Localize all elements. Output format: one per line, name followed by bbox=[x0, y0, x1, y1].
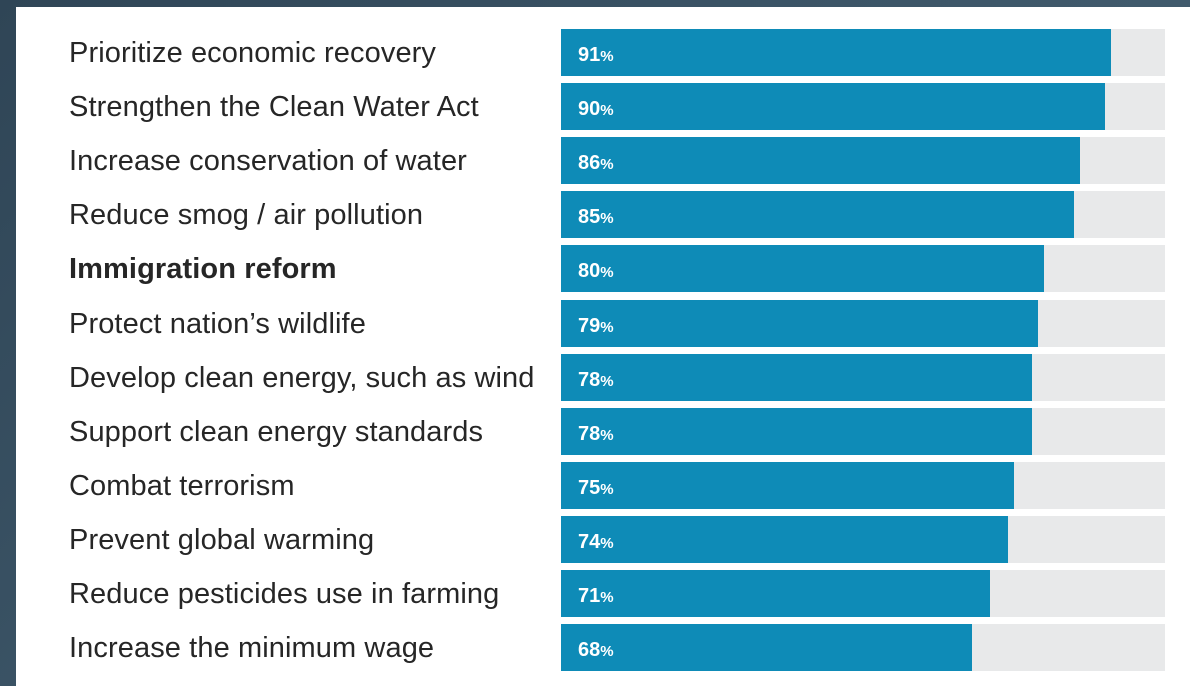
data-label-value: 90 bbox=[578, 98, 601, 121]
category-label: Strengthen the Clean Water Act bbox=[69, 91, 479, 124]
data-label: 68% bbox=[578, 624, 614, 671]
bar-track: 91% bbox=[561, 29, 1165, 76]
data-label-unit: % bbox=[600, 372, 614, 390]
category-label: Reduce smog / air pollution bbox=[69, 199, 424, 232]
bar-row: Strengthen the Clean Water Act 90% bbox=[16, 83, 1190, 131]
data-label-value: 71 bbox=[578, 585, 601, 607]
category-label: Increase conservation of water bbox=[69, 145, 467, 178]
data-label: 78% bbox=[578, 354, 614, 401]
data-label-unit: % bbox=[600, 589, 614, 606]
data-label-value: 80 bbox=[578, 260, 601, 283]
data-label-value: 78 bbox=[578, 368, 601, 391]
bar: 90% bbox=[561, 83, 1105, 131]
bar-track: 75% bbox=[561, 461, 1165, 509]
data-label-unit: % bbox=[600, 643, 614, 661]
bar-track: 78% bbox=[561, 407, 1165, 455]
data-label-unit: % bbox=[600, 480, 614, 498]
data-label: 91% bbox=[578, 29, 614, 76]
bar-row: Support clean energy standards 78% bbox=[16, 407, 1190, 456]
bar-track: 90% bbox=[561, 83, 1165, 131]
category-label: Prevent global warming bbox=[69, 523, 375, 556]
chart-panel: Prioritize economic recovery 91% Strengthe… bbox=[16, 7, 1190, 686]
bar: 68% bbox=[561, 624, 972, 672]
data-label-unit: % bbox=[600, 102, 614, 120]
bar-row: Increase the minimum wage 68% bbox=[16, 624, 1190, 672]
bar-row: Increase conservation of water 86% bbox=[16, 137, 1190, 185]
bar-row: Reduce pesticides use in farming 71% bbox=[16, 570, 1190, 618]
bar-row: Immigration reform 80% bbox=[16, 245, 1190, 293]
data-label-value: 91 bbox=[578, 44, 601, 66]
data-label-value: 75 bbox=[578, 476, 601, 499]
bar-track: 85% bbox=[561, 191, 1165, 239]
data-label-value: 74 bbox=[578, 530, 601, 553]
data-label-value: 79 bbox=[578, 314, 601, 337]
data-label: 80% bbox=[578, 245, 614, 292]
bar-track: 71% bbox=[561, 570, 1165, 617]
data-label-unit: % bbox=[600, 210, 614, 228]
data-label-unit: % bbox=[600, 156, 614, 174]
data-label-unit: % bbox=[600, 426, 614, 444]
bar: 75% bbox=[561, 461, 1014, 509]
bar-row: Prioritize economic recovery 91% bbox=[16, 29, 1190, 77]
category-label: Increase the minimum wage bbox=[69, 632, 435, 665]
bar: 78% bbox=[561, 407, 1033, 455]
bar: 74% bbox=[561, 515, 1008, 563]
bar-row: Combat terrorism 75% bbox=[16, 461, 1190, 510]
bar-track: 86% bbox=[561, 137, 1165, 185]
data-label-unit: % bbox=[600, 48, 614, 65]
data-label: 85% bbox=[578, 191, 614, 238]
bar-row: Protect nation’s wildlife 79% bbox=[16, 299, 1190, 348]
data-label-value: 68 bbox=[578, 639, 601, 662]
data-label: 78% bbox=[578, 408, 614, 455]
category-label: Reduce pesticides use in farming bbox=[69, 578, 500, 610]
bar: 85% bbox=[561, 191, 1075, 239]
data-label-value: 85 bbox=[578, 206, 601, 229]
data-label: 74% bbox=[578, 516, 614, 563]
category-label: Combat terrorism bbox=[69, 469, 295, 502]
data-label: 75% bbox=[578, 462, 614, 509]
bar: 78% bbox=[561, 353, 1033, 401]
bar-track: 80% bbox=[561, 245, 1165, 293]
data-label-unit: % bbox=[600, 534, 614, 552]
bar: 71% bbox=[561, 570, 990, 617]
bar: 79% bbox=[561, 299, 1039, 347]
bar-row: Develop clean energy, such as wind 78% bbox=[16, 353, 1190, 402]
bar-track: 68% bbox=[561, 624, 1165, 672]
data-label: 86% bbox=[578, 137, 614, 184]
bar-track: 78% bbox=[561, 353, 1165, 401]
bar: 91% bbox=[561, 29, 1111, 76]
category-label: Support clean energy standards bbox=[69, 415, 484, 448]
category-label: Prioritize economic recovery bbox=[69, 37, 437, 69]
bar-track: 79% bbox=[561, 299, 1165, 347]
data-label: 90% bbox=[578, 83, 614, 130]
bar: 86% bbox=[561, 137, 1081, 185]
data-label-value: 86 bbox=[578, 152, 601, 175]
data-label-unit: % bbox=[600, 264, 614, 282]
data-label: 79% bbox=[578, 300, 614, 347]
bar: 80% bbox=[561, 245, 1045, 293]
bar-row: Prevent global warming 74% bbox=[16, 515, 1190, 564]
data-label-unit: % bbox=[600, 318, 614, 336]
bar-row: Reduce smog / air pollution 85% bbox=[16, 191, 1190, 239]
data-label-value: 78 bbox=[578, 422, 601, 445]
data-label: 71% bbox=[578, 570, 614, 617]
category-label: Immigration reform bbox=[69, 253, 337, 286]
bar-track: 74% bbox=[561, 515, 1165, 563]
category-label: Protect nation’s wildlife bbox=[69, 307, 366, 340]
category-label: Develop clean energy, such as wind bbox=[69, 361, 535, 394]
